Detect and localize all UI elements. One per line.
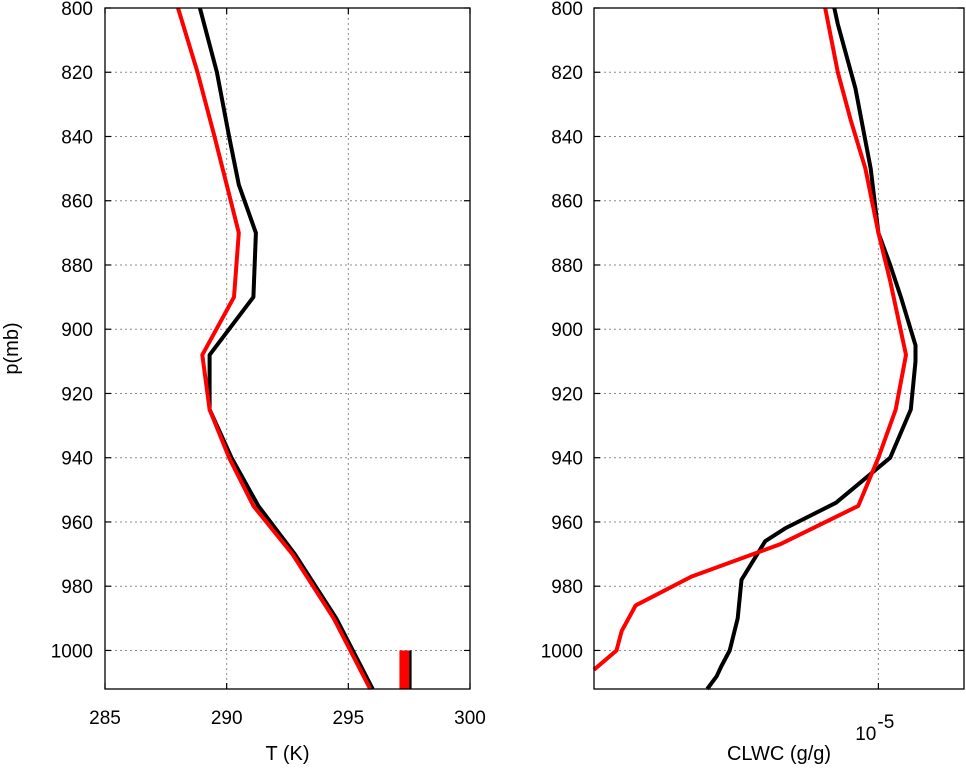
x-tick-label: 295 <box>332 708 364 729</box>
x-axis-label: T (K) <box>265 743 309 765</box>
y-tick-label: 820 <box>61 63 93 84</box>
clwc-panel: 800 820 840 860 880 900 920 940 960 980 1000 10-5 CL… <box>541 0 965 765</box>
x-tick-label: 290 <box>211 708 243 729</box>
y-tick-label: 800 <box>61 0 93 20</box>
y-tick-label: 1000 <box>51 641 93 662</box>
red-series-line <box>592 7 908 672</box>
y-tick-label: 920 <box>551 384 583 405</box>
x-tick-label: 10 <box>855 724 876 745</box>
y-tick-label: 960 <box>551 513 583 534</box>
x-tick-label-exponent: -5 <box>877 712 894 733</box>
y-tick-label: 880 <box>61 256 93 277</box>
y-tick-label: 980 <box>61 577 93 598</box>
y-tick-label: 900 <box>551 320 583 341</box>
y-tick-label: 1000 <box>541 641 583 662</box>
x-axis-label: CLWC (g/g) <box>727 743 831 765</box>
x-tick-label: 285 <box>89 708 121 729</box>
y-tick-label: 800 <box>551 0 583 20</box>
y-tick-label: 920 <box>61 384 93 405</box>
y-tick-label: 880 <box>551 256 583 277</box>
y-tick-label: 860 <box>551 192 583 213</box>
red-bar-marker <box>399 650 410 689</box>
y-tick-label: 940 <box>61 449 93 470</box>
y-axis-label: p(mb) <box>1 322 23 374</box>
y-tick-label: 820 <box>551 63 583 84</box>
x-tick-label: 300 <box>454 708 486 729</box>
black-series-line <box>197 7 375 690</box>
y-tick-label: 940 <box>551 449 583 470</box>
y-tick-label: 900 <box>61 320 93 341</box>
y-tick-label: 960 <box>61 513 93 534</box>
temperature-panel: 800 820 840 860 880 900 920 940 960 980 1000 285 290… <box>1 0 486 765</box>
black-series-line <box>705 7 918 691</box>
y-tick-label: 860 <box>61 192 93 213</box>
plot-frame <box>593 7 965 690</box>
black-bar-marker <box>409 650 412 689</box>
y-tick-label: 840 <box>551 127 583 148</box>
y-tick-label: 840 <box>61 127 93 148</box>
red-series-line <box>176 7 372 690</box>
y-tick-label: 980 <box>551 577 583 598</box>
plot-frame <box>104 7 471 690</box>
